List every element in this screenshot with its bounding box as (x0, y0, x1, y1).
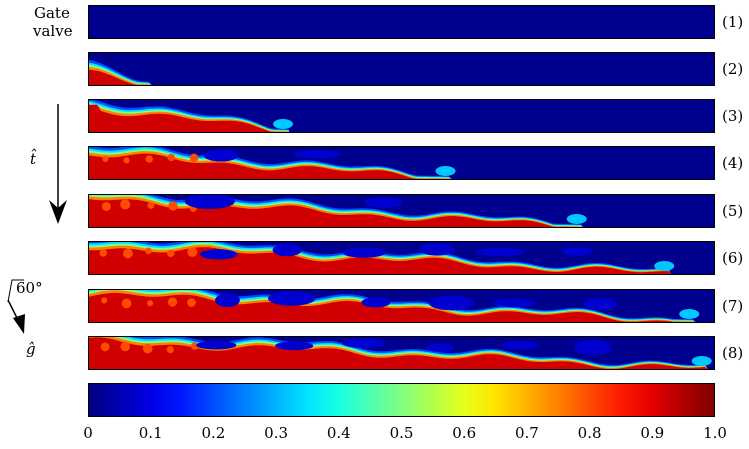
concentration-layer (89, 337, 708, 369)
gate-valve-label-line2: valve (33, 22, 73, 40)
mixing-spot (145, 155, 153, 163)
ambient-pocket (419, 243, 455, 256)
ambient-pocket (493, 298, 536, 308)
ambient-pocket (342, 247, 386, 258)
mixing-spot (187, 247, 198, 257)
concentration-layer (89, 69, 152, 85)
gravity-label: ĝ (26, 340, 36, 358)
colorbar-tick-label: 0.7 (514, 424, 539, 442)
panel-label: (7) (722, 297, 744, 315)
front-tip (679, 309, 700, 319)
ambient-pocket (342, 338, 386, 349)
ambient-pocket (203, 149, 239, 162)
mixing-spot (168, 201, 178, 211)
snapshot-panel (88, 5, 715, 39)
time-arrow-icon (49, 104, 67, 224)
concentration-layer (89, 292, 696, 322)
mixing-spot (122, 248, 133, 259)
ambient-pocket (574, 339, 612, 356)
colorbar-tick-label: 0.9 (640, 424, 665, 442)
ambient-pocket (364, 197, 403, 208)
ambient-pocket (562, 247, 593, 256)
ambient-pocket (475, 247, 525, 256)
snapshot-panel (88, 289, 715, 323)
panel-label: (2) (722, 60, 744, 78)
mixing-spot (101, 202, 111, 211)
colorbar-tick-label: 0.2 (201, 424, 226, 442)
ambient-pocket (272, 243, 302, 257)
front-tip (273, 119, 293, 129)
snapshot-panel (88, 99, 715, 133)
mixing-spot (187, 298, 196, 307)
ambient-pocket (428, 296, 475, 311)
panel-label: (4) (722, 154, 744, 172)
mixing-spot (147, 201, 155, 209)
panel-label: (8) (722, 344, 744, 362)
mixing-spot (167, 153, 175, 162)
snapshot-panel (88, 52, 715, 86)
mixing-spot (120, 199, 131, 210)
colorbar-tick-label: 0.4 (326, 424, 351, 442)
ambient-pocket (215, 293, 240, 308)
snapshot-panel (88, 146, 715, 180)
front-tip (566, 214, 587, 224)
snapshot-panel (88, 194, 715, 228)
mixing-spot (102, 155, 109, 163)
colorbar-tick-label: 0.8 (577, 424, 602, 442)
gravity-arrow-icon (7, 299, 25, 334)
panel-label: (1) (722, 13, 744, 31)
ambient-pocket (293, 150, 342, 159)
ambient-pocket (501, 341, 538, 350)
mixing-spot (99, 249, 108, 257)
snapshot-panel (88, 241, 715, 275)
snapshot-panel (88, 336, 715, 370)
front-tip (435, 166, 456, 176)
colorbar-tick-label: 0.6 (452, 424, 477, 442)
ambient-pocket (583, 297, 618, 310)
mixing-spot (145, 247, 152, 255)
mixing-spot (189, 153, 199, 162)
concentration-layer (89, 104, 289, 132)
mixing-spot (190, 342, 199, 350)
mixing-spot (147, 300, 154, 307)
gate-valve-label-line1: Gate (34, 4, 70, 22)
panel-label: (3) (722, 107, 744, 125)
colorbar-tick-label: 0 (83, 424, 93, 442)
mixing-spot (101, 297, 108, 304)
ambient-pocket (196, 340, 237, 350)
mixing-spot (120, 341, 130, 352)
ambient-pocket (184, 195, 235, 210)
mixing-spot (100, 342, 110, 352)
ambient-pocket (425, 343, 454, 353)
panel-label: (5) (722, 202, 744, 220)
ambient-pocket (199, 249, 238, 260)
panel-label: (6) (722, 249, 744, 267)
ambient-pocket (267, 291, 316, 306)
ambient-pocket (361, 297, 391, 308)
time-axis-label: t̂ (30, 150, 37, 168)
angle-marker-icon (7, 279, 24, 303)
mixing-spot (121, 298, 132, 309)
mixing-spot (167, 297, 178, 307)
angle-label: 60° (16, 279, 43, 297)
colorbar-tick-label: 0.5 (389, 424, 414, 442)
front-tip (654, 261, 675, 271)
mixing-spot (167, 249, 175, 258)
mixing-spot (166, 345, 174, 354)
colorbar-tick-label: 0.1 (138, 424, 163, 442)
mixing-spot (123, 157, 130, 164)
ambient-pocket (275, 341, 314, 351)
colorbar (88, 383, 715, 417)
concentration-layer (89, 153, 452, 179)
mixing-spot (142, 343, 153, 354)
front-tip (691, 356, 712, 366)
colorbar-tick-label: 0.3 (264, 424, 289, 442)
colorbar-tick-label: 1.0 (703, 424, 727, 442)
